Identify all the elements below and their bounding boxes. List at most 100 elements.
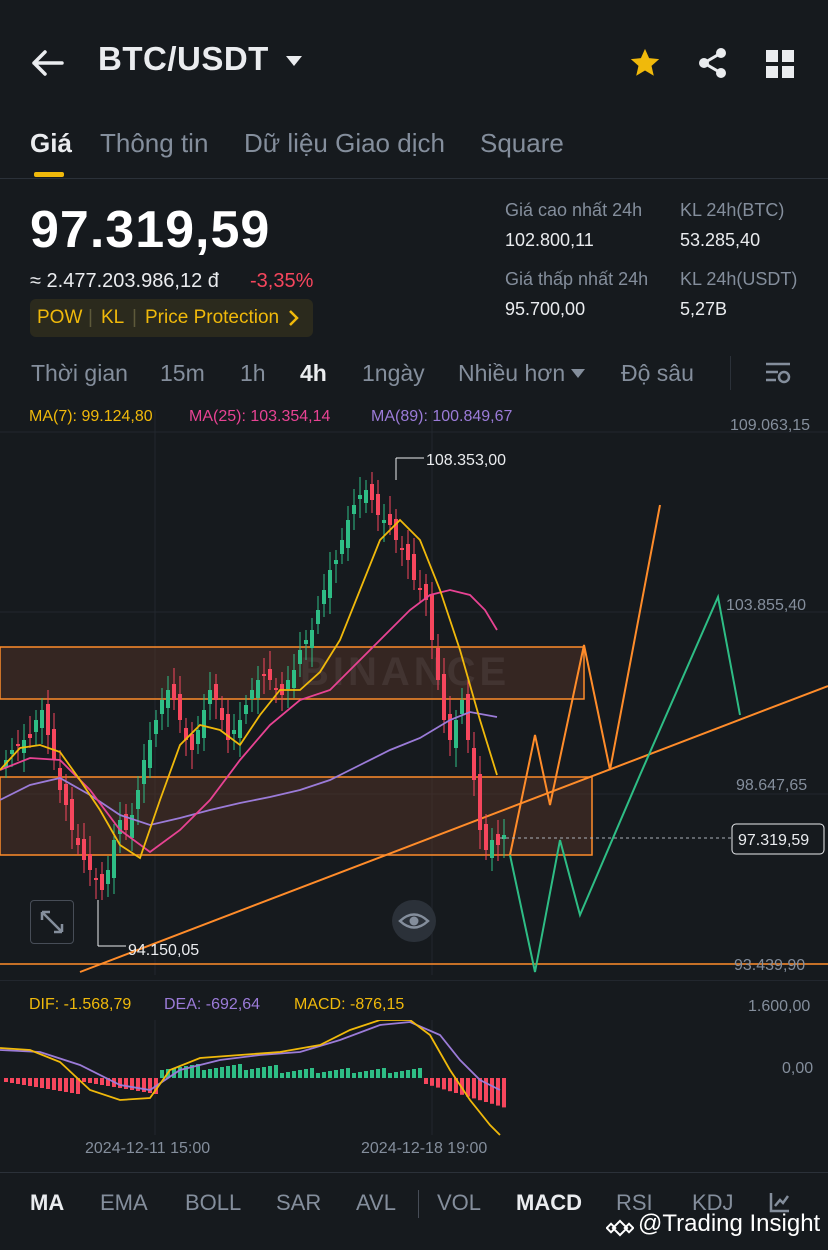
macd-bar	[76, 1078, 80, 1094]
indicator-ma[interactable]: MA	[30, 1190, 65, 1215]
candle-body	[154, 720, 158, 734]
macd-bar	[190, 1065, 194, 1078]
candle-body	[130, 815, 134, 838]
back-button[interactable]	[30, 48, 66, 78]
candle-body	[454, 720, 458, 748]
candle-body	[82, 839, 86, 860]
tag-pow[interactable]: POW	[37, 307, 83, 328]
visibility-button[interactable]	[392, 900, 436, 942]
macd-bar	[94, 1078, 98, 1084]
macd-bar	[40, 1078, 44, 1088]
macd-dif: DIF: -1.568,79	[29, 996, 132, 1013]
tab-square[interactable]: Square	[480, 128, 564, 158]
macd-dea: DEA: -692,64	[164, 996, 261, 1013]
indicator-sar[interactable]: SAR	[276, 1190, 322, 1215]
price-axis-label: 109.063,15	[730, 417, 810, 434]
macd-bar	[16, 1078, 20, 1084]
interval-more[interactable]: Nhiều hơn	[458, 360, 566, 386]
candle-body	[136, 790, 140, 809]
macd-axis-label: 0,00	[782, 1060, 814, 1077]
candle-body	[358, 495, 362, 499]
macd-bar	[388, 1073, 392, 1078]
interval-1h[interactable]: 1h	[240, 360, 266, 386]
grid-button[interactable]	[765, 49, 795, 84]
candle-body	[286, 680, 290, 689]
indicator-avl[interactable]: AVL	[356, 1190, 396, 1215]
macd-bar	[418, 1068, 422, 1078]
indicator-settings-icon	[769, 1193, 790, 1213]
binance-logo-icon	[605, 1214, 635, 1247]
chart-settings-button[interactable]	[764, 360, 792, 391]
macd-bar	[502, 1078, 506, 1108]
macd-bar	[454, 1078, 458, 1093]
high-24h-value: 102.800,11	[505, 230, 594, 250]
macd-bar	[130, 1078, 134, 1090]
candle-body	[220, 708, 224, 720]
candle-body	[292, 670, 296, 688]
macd-bar	[478, 1078, 482, 1101]
indicator-macd[interactable]: MACD	[516, 1190, 582, 1215]
macd-bar	[424, 1078, 428, 1084]
trend-line	[79, 685, 828, 973]
macd-bar	[64, 1078, 68, 1092]
vol-usdt-value: 5,27B	[680, 299, 728, 319]
indicator-rsi[interactable]: RSI	[616, 1190, 653, 1215]
indicator-vol[interactable]: VOL	[437, 1190, 482, 1215]
tag-bar[interactable]	[30, 299, 313, 337]
tab-price[interactable]: Giá	[30, 128, 72, 158]
date-label: 2024-12-18 19:00	[361, 1140, 488, 1157]
macd-bar	[394, 1072, 398, 1078]
tabs-divider	[0, 178, 828, 179]
interval-15m[interactable]: 15m	[160, 360, 205, 386]
pair-title[interactable]: BTC/USDT	[98, 40, 269, 77]
candle-body	[430, 594, 434, 640]
macd-bar	[436, 1078, 440, 1088]
price-vnd: ≈ 2.477.203.986,12 đ	[30, 270, 219, 292]
tab-trading-data[interactable]: Dữ liệu Giao dịch	[244, 128, 445, 158]
interval-time[interactable]: Thời gian	[31, 360, 128, 386]
indicator-boll[interactable]: BOLL	[185, 1190, 242, 1215]
ma7-line	[0, 518, 498, 860]
tag-kl[interactable]: KL	[101, 307, 125, 328]
favorite-button[interactable]	[628, 46, 662, 85]
macd-bar	[400, 1071, 404, 1078]
star-icon	[630, 48, 660, 76]
candle-body	[226, 714, 230, 740]
candle-body	[472, 748, 476, 780]
caret-down-icon[interactable]	[284, 54, 304, 73]
macd-chart[interactable]	[0, 1020, 828, 1140]
candle-body	[172, 684, 176, 700]
depth-tab[interactable]: Độ sâu	[621, 360, 694, 386]
expand-button[interactable]	[30, 900, 74, 944]
candle-body	[238, 720, 242, 738]
candle-body	[496, 834, 500, 845]
candle-body	[478, 774, 482, 830]
macd-bar	[100, 1078, 104, 1085]
candle-body	[322, 590, 326, 604]
macd-bar	[268, 1066, 272, 1078]
macd-bar	[346, 1068, 350, 1078]
interval-1day[interactable]: 1ngày	[362, 360, 425, 386]
macd-bar	[136, 1078, 140, 1091]
grid-lines	[0, 410, 828, 975]
vol-btc-label: KL 24h(BTC)	[680, 200, 785, 220]
indicator-settings-button[interactable]	[768, 1190, 792, 1219]
candle-body	[376, 494, 380, 515]
candlestick-chart[interactable]: BINANCE 108.353,00 94.150,05 97.319,59 1…	[0, 400, 828, 980]
candle-body	[112, 840, 116, 878]
ma89-legend: MA(89): 100.849,67	[371, 408, 513, 425]
indicator-ema[interactable]: EMA	[100, 1190, 148, 1215]
share-icon	[699, 48, 726, 78]
macd-bar	[250, 1069, 254, 1078]
candle-body	[118, 820, 122, 834]
share-button[interactable]	[696, 46, 730, 85]
candle-body	[418, 588, 422, 590]
macd-bar	[364, 1071, 368, 1078]
interval-4h[interactable]: 4h	[300, 360, 327, 386]
candle-body	[94, 878, 98, 880]
tag-price-protection[interactable]: Price Protection	[145, 307, 280, 328]
indicator-kdj[interactable]: KDJ	[692, 1190, 734, 1215]
tab-info[interactable]: Thông tin	[100, 128, 209, 158]
macd-bar	[88, 1078, 92, 1083]
candle-body	[202, 710, 206, 738]
